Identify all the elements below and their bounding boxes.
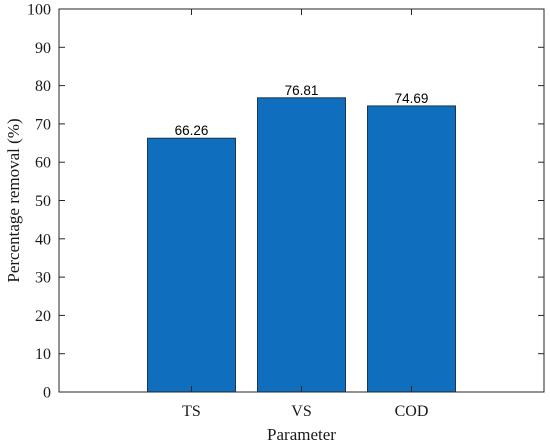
x-axis-title: Parameter bbox=[267, 425, 336, 444]
data-labels-group: 66.26 76.81 74.69 bbox=[175, 83, 429, 138]
x-tick-label-ts: TS bbox=[182, 403, 201, 420]
x-tick-label-cod: COD bbox=[395, 403, 429, 420]
y-tick-label: 70 bbox=[35, 116, 51, 133]
y-tick-label: 90 bbox=[35, 40, 51, 57]
bar-cod bbox=[367, 105, 456, 393]
y-tick-label: 60 bbox=[35, 155, 51, 172]
data-label-vs: 76.81 bbox=[285, 83, 319, 98]
y-axis-title: Percentage removal (%) bbox=[4, 118, 23, 282]
y-axis-ticks: 0 10 20 30 40 50 60 70 80 90 100 bbox=[27, 2, 544, 402]
data-label-cod: 74.69 bbox=[395, 91, 429, 106]
y-tick-label: 40 bbox=[35, 231, 51, 248]
y-tick-label: 50 bbox=[35, 193, 51, 210]
y-tick-label: 10 bbox=[35, 346, 51, 363]
bar-ts bbox=[147, 137, 236, 393]
y-tick-label: 0 bbox=[43, 385, 51, 402]
x-tick-label-vs: VS bbox=[291, 403, 311, 420]
y-tick-label: 30 bbox=[35, 270, 51, 287]
bars-group bbox=[147, 97, 456, 393]
data-label-ts: 66.26 bbox=[175, 123, 209, 138]
x-axis-ticks: TS VS COD bbox=[182, 9, 428, 420]
y-tick-label: 80 bbox=[35, 78, 51, 95]
y-tick-label: 20 bbox=[35, 308, 51, 325]
bar-vs bbox=[257, 97, 346, 393]
plot-area-frame bbox=[58, 8, 545, 393]
y-tick-label: 100 bbox=[27, 2, 51, 19]
